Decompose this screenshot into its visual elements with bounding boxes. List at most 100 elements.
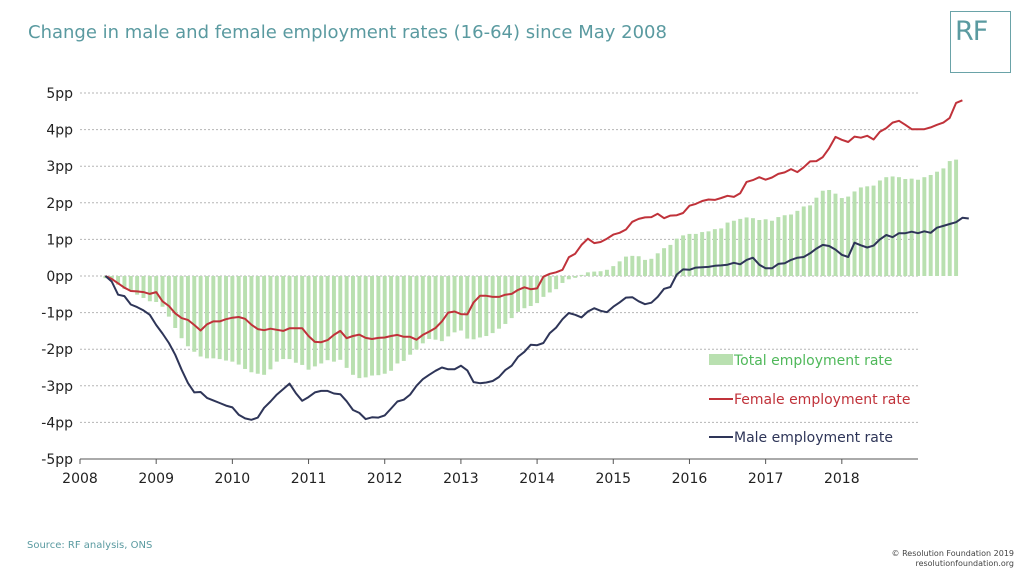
total-bar <box>395 276 400 364</box>
total-bar <box>414 276 419 350</box>
y-tick-label: -4pp <box>41 415 73 431</box>
total-bar <box>782 215 787 276</box>
y-tick-label: 5pp <box>46 86 73 102</box>
total-bar <box>319 276 324 364</box>
total-bar <box>497 276 501 329</box>
total-bar <box>687 233 692 276</box>
y-tick-label: 2pp <box>46 196 73 212</box>
total-bar <box>243 276 248 369</box>
total-bar <box>655 253 660 276</box>
page-title: Change in male and female employment rat… <box>28 22 667 43</box>
rf-logo-text: RF <box>955 16 988 47</box>
total-bar <box>636 256 641 276</box>
source-note: Source: RF analysis, ONS <box>27 540 153 551</box>
credit-line-2: resolutionfoundation.org <box>915 559 1014 568</box>
x-tick-label: 2016 <box>672 471 708 487</box>
total-bar <box>363 276 368 378</box>
total-bar <box>725 222 730 276</box>
total-bar <box>941 168 946 276</box>
total-bar <box>839 198 844 276</box>
total-bar <box>903 179 908 276</box>
total-bar <box>427 276 432 339</box>
total-bar <box>763 219 768 276</box>
female-line <box>104 99 963 344</box>
total-bar <box>306 276 311 370</box>
rf-logo: RF <box>950 11 1011 73</box>
total-bar <box>833 193 838 276</box>
total-bar <box>211 276 216 359</box>
total-bar <box>147 276 152 302</box>
total-bar <box>789 214 793 276</box>
total-bar <box>624 256 628 276</box>
total-bar <box>509 276 514 319</box>
total-bar <box>458 276 463 331</box>
total-bar <box>719 228 724 276</box>
total-bar <box>344 276 349 368</box>
total-bar <box>382 276 387 374</box>
total-bar <box>814 197 819 276</box>
total-bar <box>795 210 800 276</box>
total-bar <box>192 276 197 352</box>
total-bar <box>490 276 495 334</box>
total-bar <box>198 276 203 357</box>
total-bar <box>351 276 355 375</box>
total-bar <box>643 259 647 276</box>
total-bar <box>560 276 565 283</box>
total-bar <box>433 276 438 340</box>
credit-line-1: © Resolution Foundation 2019 <box>891 549 1014 558</box>
legend-label: Total employment rate <box>733 353 893 369</box>
total-bar <box>922 177 927 276</box>
total-bar <box>611 266 616 276</box>
total-bar <box>681 235 686 276</box>
total-bar <box>262 276 267 375</box>
x-tick-label: 2011 <box>291 471 327 487</box>
total-bar <box>909 178 914 276</box>
total-bar <box>389 276 394 371</box>
total-bar <box>592 271 597 276</box>
x-tick-label: 2013 <box>443 471 479 487</box>
legend-total: Total employment rate <box>709 353 893 369</box>
total-bar <box>617 261 622 276</box>
total-bar <box>865 186 870 276</box>
total-bar <box>236 276 241 365</box>
legend-female: Female employment rate <box>709 392 910 408</box>
x-tick-label: 2010 <box>215 471 251 487</box>
total-bar <box>573 276 578 278</box>
total-bar <box>649 258 654 276</box>
total-bar <box>376 276 381 376</box>
total-bar <box>712 229 717 276</box>
total-bar <box>706 231 711 276</box>
total-bar <box>331 276 336 362</box>
legend: Total employment rate Female employment r… <box>709 353 910 446</box>
total-bar <box>287 276 292 360</box>
total-bar <box>300 276 305 365</box>
male-line <box>104 216 969 421</box>
legend-swatch <box>709 354 733 365</box>
total-bar <box>357 276 362 379</box>
total-bar <box>820 190 825 276</box>
legend-male: Male employment rate <box>709 430 893 446</box>
total-bar <box>516 276 521 312</box>
total-bar <box>827 189 832 276</box>
x-tick-label: 2014 <box>519 471 555 487</box>
total-bar <box>700 232 705 276</box>
total-bar <box>738 218 743 276</box>
total-bar <box>770 220 774 276</box>
total-bar <box>439 276 444 342</box>
total-bar <box>338 276 343 360</box>
y-tick-label: 1pp <box>46 232 73 248</box>
total-bar <box>116 276 121 285</box>
total-bar <box>877 180 882 276</box>
total-bar <box>370 276 374 376</box>
axes: 5pp 4pp 3pp 2pp 1pp 0pp -1pp -2pp -3pp -4pp -5pp 20… <box>41 86 918 487</box>
total-bar <box>808 205 813 276</box>
total-bar <box>230 276 235 362</box>
total-bar <box>566 276 571 280</box>
total-bar <box>484 276 489 337</box>
total-bar <box>757 220 762 276</box>
total-bar <box>160 276 165 307</box>
y-tick-label: 4pp <box>46 123 73 139</box>
total-bar <box>166 276 171 317</box>
total-bar <box>541 276 546 297</box>
total-bar <box>630 255 635 276</box>
